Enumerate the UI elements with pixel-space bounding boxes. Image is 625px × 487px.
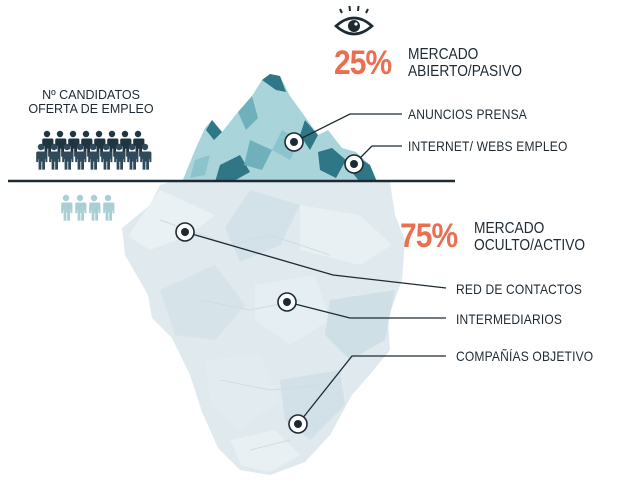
hidden-market-percent: 75% bbox=[400, 217, 458, 255]
markers bbox=[175, 132, 364, 434]
marker-companias bbox=[288, 414, 308, 434]
label-red-de-contactos: RED DE CONTACTOS bbox=[456, 281, 583, 297]
marker-internet bbox=[344, 154, 364, 174]
people-above-water bbox=[36, 130, 152, 170]
marker-intermediarios bbox=[277, 292, 297, 312]
hidden-market-title-line-2: OCULTO/ACTIVO bbox=[474, 237, 586, 254]
open-market-title: MERCADO ABIERTO/PASIVO bbox=[408, 46, 522, 80]
people-below-water bbox=[61, 194, 115, 221]
label-anuncios-prensa: ANUNCIOS PRENSA bbox=[408, 106, 527, 122]
label-intermediarios: INTERMEDIARIOS bbox=[456, 311, 563, 327]
eye-icon bbox=[334, 5, 374, 36]
marker-red-contactos bbox=[175, 222, 195, 242]
candidates-title-line-1: Nº CANDIDATOS bbox=[42, 88, 140, 102]
open-market-title-line-1: MERCADO bbox=[408, 46, 479, 63]
hidden-market-title: MERCADO OCULTO/ACTIVO bbox=[474, 220, 585, 254]
open-market-title-line-2: ABIERTO/PASIVO bbox=[408, 63, 522, 80]
connector-lines bbox=[184, 113, 447, 425]
label-internet-webs-empleo: INTERNET/ WEBS EMPLEO bbox=[408, 138, 568, 154]
candidates-title: Nº CANDIDATOS OFERTA DE EMPLEO bbox=[16, 88, 166, 116]
hidden-market-title-line-1: MERCADO bbox=[474, 220, 545, 237]
open-market-percent: 25% bbox=[334, 44, 392, 82]
label-companias-objetivo: COMPAÑÍAS OBJETIVO bbox=[456, 348, 594, 364]
iceberg-underwater bbox=[122, 182, 405, 475]
candidates-title-line-2: OFERTA DE EMPLEO bbox=[28, 102, 154, 116]
marker-anuncios-prensa bbox=[284, 132, 304, 152]
